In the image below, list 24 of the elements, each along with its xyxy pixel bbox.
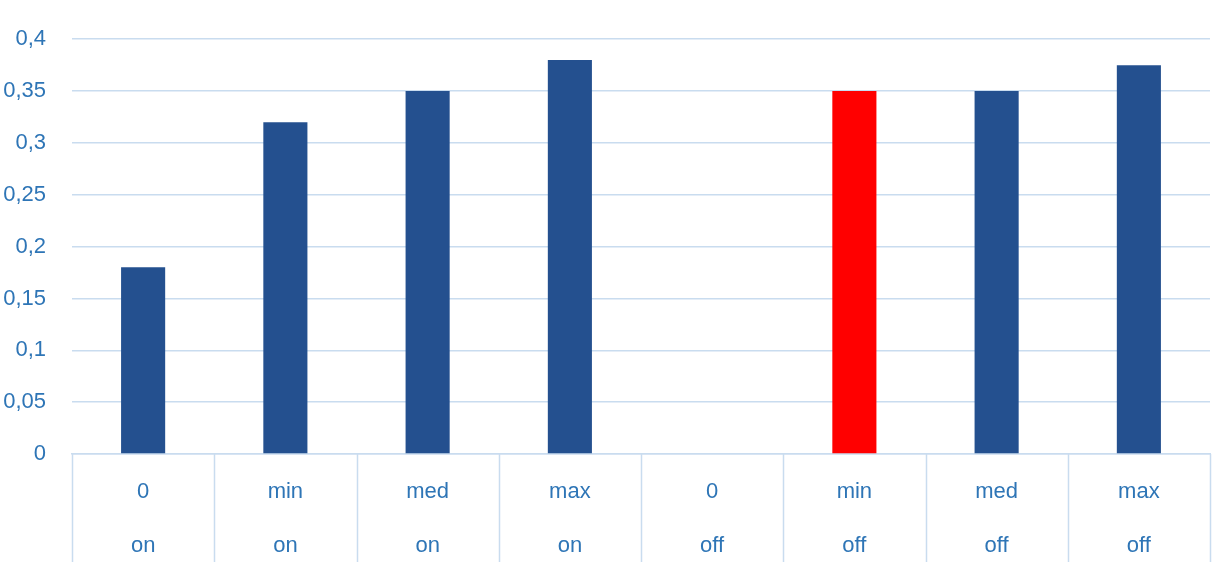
- category-label: min on: [267, 478, 304, 557]
- bar: [547, 59, 592, 454]
- y-tick-label: 0,1: [15, 336, 46, 362]
- category-label: min off: [836, 478, 873, 557]
- y-tick-label: 0,3: [15, 128, 46, 154]
- bar: [974, 91, 1019, 454]
- y-tick-label: 0,4: [15, 25, 46, 51]
- category-label: med off: [975, 478, 1019, 557]
- category-label: 0 on: [130, 478, 156, 557]
- category-label: max off: [1118, 478, 1160, 557]
- y-tick-label: 0,25: [3, 180, 46, 206]
- category-label: med on: [406, 478, 450, 557]
- y-tick-label: 0,2: [15, 232, 46, 258]
- y-tick-label: 0,05: [3, 388, 46, 414]
- bar: [121, 267, 166, 454]
- y-tick-label: 0: [33, 440, 46, 466]
- bar: [405, 91, 450, 454]
- y-tick-label: 0,15: [3, 284, 46, 310]
- category-label: max on: [549, 478, 591, 557]
- bar: [263, 122, 308, 454]
- bar: [832, 91, 877, 454]
- bar: [1116, 65, 1161, 454]
- category-label: 0 off: [700, 478, 725, 557]
- y-tick-label: 0,35: [3, 77, 46, 103]
